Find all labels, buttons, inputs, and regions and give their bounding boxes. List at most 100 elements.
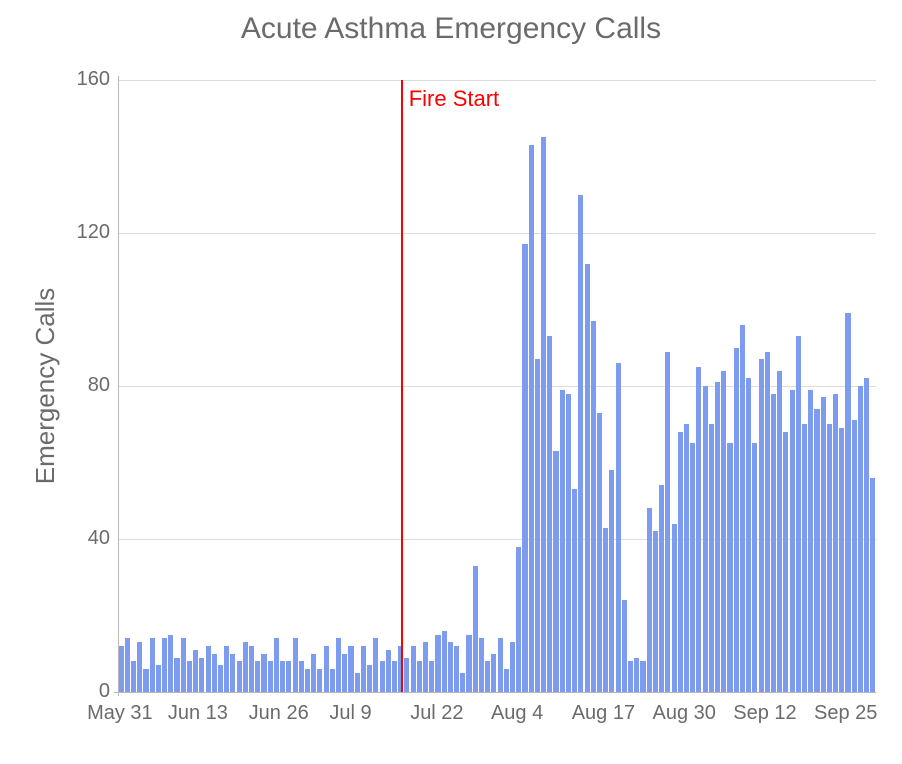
bar (355, 673, 360, 692)
bar (572, 489, 577, 692)
bar (280, 661, 285, 692)
bar (504, 669, 509, 692)
bar (659, 485, 664, 692)
bar (255, 661, 260, 692)
bar (703, 386, 708, 692)
y-axis-line (118, 76, 119, 696)
bar (404, 658, 409, 692)
bar (442, 631, 447, 692)
bar (647, 508, 652, 692)
bar (230, 654, 235, 692)
x-tick-label: Jun 26 (249, 702, 309, 725)
bar (317, 669, 322, 692)
bar (417, 661, 422, 692)
x-tick-label: Aug 4 (491, 702, 543, 725)
bar (522, 244, 527, 692)
bar (622, 600, 627, 692)
bar (181, 638, 186, 692)
plot-area: Fire Start (118, 80, 876, 692)
bar (330, 669, 335, 692)
bar (759, 359, 764, 692)
bar (261, 654, 266, 692)
bar (342, 654, 347, 692)
bar (560, 390, 565, 692)
bar (516, 547, 521, 692)
bar (286, 661, 291, 692)
bar (790, 390, 795, 692)
bar (541, 137, 546, 692)
bar (386, 650, 391, 692)
fire-start-label: Fire Start (409, 86, 499, 112)
bar (243, 642, 248, 692)
grid-line (118, 80, 876, 81)
x-tick-label: Aug 17 (572, 702, 635, 725)
bar (224, 646, 229, 692)
bar (460, 673, 465, 692)
y-tick-label: 120 (64, 221, 110, 244)
bar (591, 321, 596, 692)
x-tick-label: Jul 9 (329, 702, 371, 725)
bar (435, 635, 440, 692)
bar (473, 566, 478, 692)
bar (249, 646, 254, 692)
bar (845, 313, 850, 692)
bar (802, 424, 807, 692)
bar (578, 195, 583, 692)
bar (373, 638, 378, 692)
bar (491, 654, 496, 692)
bar (131, 661, 136, 692)
bar (150, 638, 155, 692)
bar (218, 665, 223, 692)
bar (429, 661, 434, 692)
bar (808, 390, 813, 692)
chart-container: Acute Asthma Emergency Calls Emergency C… (0, 0, 902, 764)
bar (777, 371, 782, 692)
fire-start-line (401, 80, 403, 692)
bar (814, 409, 819, 692)
y-tick-label: 40 (64, 527, 110, 550)
bar (640, 661, 645, 692)
bar (361, 646, 366, 692)
y-axis-label: Emergency Calls (30, 80, 61, 692)
bar (348, 646, 353, 692)
x-tick-label: Jul 22 (410, 702, 463, 725)
bar (858, 386, 863, 692)
bar (690, 443, 695, 692)
bar (653, 531, 658, 692)
x-tick-label: May 31 (87, 702, 153, 725)
bar (634, 658, 639, 692)
bar (715, 382, 720, 692)
bar (870, 478, 875, 692)
bar (827, 424, 832, 692)
bar (709, 424, 714, 692)
bar (721, 371, 726, 692)
bar (771, 394, 776, 692)
bar (268, 661, 273, 692)
grid-line (118, 233, 876, 234)
bar (510, 642, 515, 692)
bar (678, 432, 683, 692)
bar (336, 638, 341, 692)
bar (839, 428, 844, 692)
bar (740, 325, 745, 692)
bar (479, 638, 484, 692)
bar (727, 443, 732, 692)
bar (125, 638, 130, 692)
bar (734, 348, 739, 692)
bar (684, 424, 689, 692)
bar (529, 145, 534, 692)
bar (864, 378, 869, 692)
bar (833, 394, 838, 692)
bar (137, 642, 142, 692)
bar (746, 378, 751, 692)
bar (299, 661, 304, 692)
chart-title: Acute Asthma Emergency Calls (0, 12, 902, 46)
bar (448, 642, 453, 692)
bar (665, 352, 670, 692)
bar (597, 413, 602, 692)
bar (466, 635, 471, 692)
x-tick-label: Sep 12 (733, 702, 796, 725)
x-tick-label: Aug 30 (653, 702, 716, 725)
bar (311, 654, 316, 692)
y-tick-label: 160 (64, 68, 110, 91)
